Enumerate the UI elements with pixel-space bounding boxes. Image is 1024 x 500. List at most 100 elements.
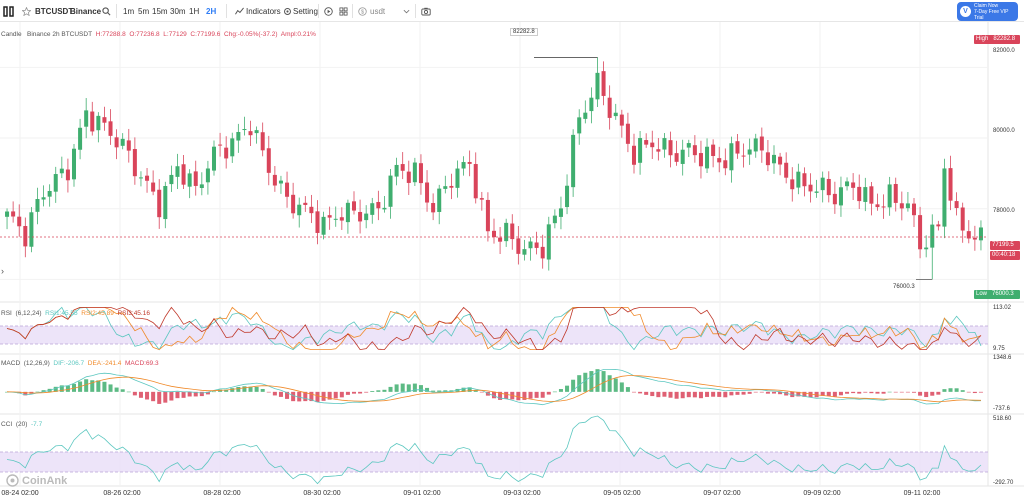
candle-body: [881, 206, 886, 208]
macd-params: (12,26,9): [23, 360, 50, 367]
candle-body: [333, 218, 338, 220]
indicators-icon[interactable]: [235, 0, 244, 22]
macd-histogram-bar: [382, 389, 387, 392]
pair-select[interactable]: usdt: [370, 6, 386, 16]
candle-body: [479, 198, 484, 200]
macd-legend: MACD (12,26,9) DIF:-206.7 DEA:-241.4 MAC…: [1, 360, 159, 367]
macd-histogram-bar: [936, 391, 941, 395]
macd-histogram-bar: [601, 371, 606, 392]
macd-histogram-bar: [35, 391, 40, 393]
candle-body: [157, 189, 162, 218]
candle-body: [747, 149, 752, 155]
candle-body: [978, 227, 983, 241]
macd-hist-value: MACD:69.3: [125, 360, 159, 367]
price-tick-82000: 82000.0: [993, 48, 1015, 54]
macd-histogram-bar: [163, 391, 168, 403]
candle-body: [832, 193, 837, 205]
interval-30m[interactable]: 30m: [170, 6, 186, 16]
candle-body: [285, 182, 290, 197]
interval-1h[interactable]: 1H: [189, 6, 200, 16]
macd-histogram-bar: [930, 391, 935, 396]
candle-body: [893, 184, 898, 203]
candle-body: [948, 168, 953, 201]
candle-body: [668, 140, 673, 156]
macd-histogram-bar: [735, 391, 740, 395]
macd-histogram-bar: [412, 383, 417, 392]
macd-histogram-bar: [193, 391, 198, 397]
candle-body: [443, 186, 448, 189]
interval-15m[interactable]: 15m: [152, 6, 168, 16]
rsi1-line: [6, 306, 982, 351]
app-logo-icon[interactable]: [3, 0, 16, 22]
interval-2h[interactable]: 2H: [206, 6, 217, 16]
layout-grid-icon[interactable]: [339, 0, 348, 22]
candle-body: [120, 138, 125, 146]
candle-body: [638, 138, 643, 163]
cci-label[interactable]: CCI: [1, 421, 13, 428]
macd-histogram-bar: [607, 375, 612, 392]
cci-params: (20): [15, 421, 28, 428]
candle-body: [418, 163, 423, 184]
macd-histogram-bar: [479, 391, 484, 393]
price-chart[interactable]: [0, 22, 1024, 500]
macd-histogram-bar: [65, 385, 70, 392]
macd-histogram-bar: [187, 391, 192, 397]
macd-histogram-bar: [863, 391, 868, 393]
candle-body: [327, 215, 332, 218]
chart-type-label[interactable]: Candle: [1, 31, 22, 38]
candle-body: [205, 168, 210, 183]
coinank-logo-icon: [6, 474, 19, 487]
screenshot-camera-icon[interactable]: [421, 0, 431, 22]
macd-histogram-bar: [711, 391, 716, 397]
macd-histogram-bar: [899, 391, 904, 393]
macd-histogram-bar: [400, 383, 405, 392]
legend-low: L:77129: [163, 31, 187, 38]
macd-histogram-bar: [339, 391, 344, 398]
candle-body: [516, 238, 521, 254]
macd-histogram-bar: [461, 387, 466, 392]
symbol-search-icon[interactable]: [102, 0, 111, 22]
candle-body: [918, 215, 923, 250]
candle-body: [540, 246, 545, 259]
setting-button[interactable]: Setting: [293, 6, 318, 16]
macd-histogram-bar: [577, 375, 582, 392]
indicators-button[interactable]: Indicators: [246, 6, 281, 16]
candle-body: [571, 134, 576, 188]
macd-histogram-bar: [540, 391, 545, 398]
candle-body: [662, 138, 667, 150]
macd-histogram-bar: [729, 391, 734, 396]
interval-1m[interactable]: 1m: [123, 6, 135, 16]
candle-body: [808, 184, 813, 192]
cci-axis-top: 518.60: [993, 416, 1012, 422]
chevron-down-icon[interactable]: [403, 0, 410, 22]
legend-amplitude: Ampl:0.21%: [280, 31, 316, 38]
expand-arrow-icon[interactable]: ›: [1, 266, 4, 276]
interval-5m[interactable]: 5m: [138, 6, 150, 16]
favorite-star-icon[interactable]: [22, 0, 31, 22]
vip-trial-promo-button[interactable]: V Claim Now 7-Day Free VIP Trial: [957, 2, 1018, 21]
macd-histogram-bar: [23, 391, 28, 396]
candle-body: [723, 160, 728, 169]
symbol-name[interactable]: BTCUSDT: [35, 6, 74, 16]
candle-body: [339, 217, 344, 221]
rsi-label[interactable]: RSI: [1, 310, 12, 317]
candle-body: [711, 144, 716, 157]
candle-body: [522, 249, 527, 255]
macd-histogram-bar: [321, 391, 326, 401]
replay-play-icon[interactable]: [324, 0, 333, 22]
watermark-text: CoinAnk: [22, 474, 68, 487]
macd-histogram-bar: [522, 391, 527, 400]
candle-body: [394, 164, 399, 177]
macd-histogram-bar: [875, 391, 880, 394]
candle-body: [565, 185, 570, 208]
exchange-name[interactable]: Binance: [70, 6, 102, 16]
dollar-icon[interactable]: $: [358, 0, 367, 22]
candle-body: [930, 224, 935, 248]
macd-histogram-bar: [808, 391, 813, 398]
toolbar-divider: [352, 4, 353, 18]
candle-body: [47, 190, 52, 197]
promo-line1: Claim Now: [974, 2, 999, 9]
macd-label[interactable]: MACD: [1, 360, 21, 367]
settings-gear-icon[interactable]: [283, 0, 292, 22]
candle-body: [291, 194, 296, 214]
